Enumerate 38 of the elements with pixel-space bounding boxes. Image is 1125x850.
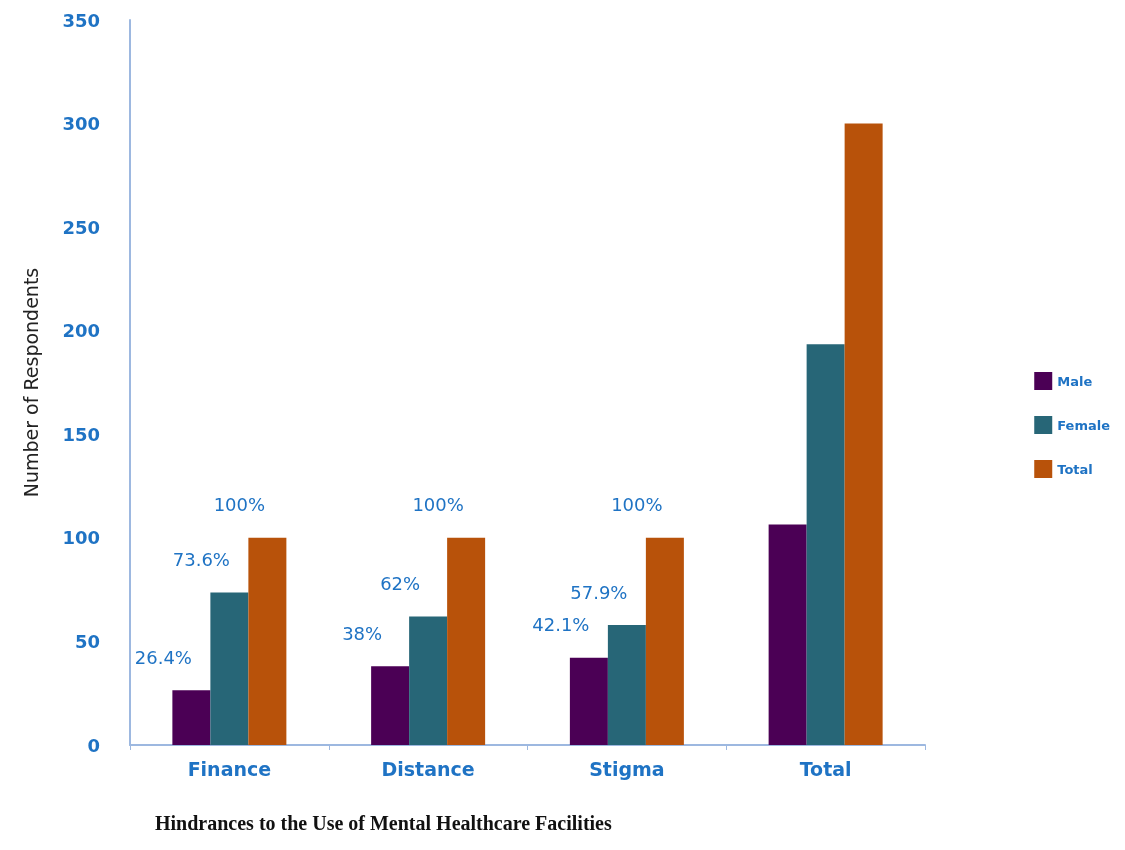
legend-label: Total	[1057, 461, 1093, 477]
legend-label: Male	[1057, 373, 1093, 389]
bar	[172, 690, 211, 745]
x-tick-label: Stigma	[589, 757, 665, 780]
y-tick-label: 250	[62, 216, 100, 238]
x-tick-label: Total	[799, 757, 852, 780]
bar	[210, 592, 249, 745]
data-label: 100%	[412, 494, 464, 516]
y-tick-label: 150	[62, 423, 100, 445]
bar	[607, 625, 646, 745]
bar	[844, 123, 883, 745]
data-label: 73.6%	[172, 549, 230, 571]
bar	[645, 537, 684, 745]
y-tick-label: 300	[62, 113, 100, 135]
bar	[447, 537, 486, 745]
bar	[806, 344, 845, 745]
x-tick-label: Finance	[187, 757, 272, 780]
data-label: 100%	[611, 494, 663, 516]
x-tick-label: Distance	[381, 757, 475, 780]
data-label: 42.1%	[532, 614, 590, 636]
data-label: 100%	[213, 494, 266, 516]
data-label: 57.9%	[570, 581, 628, 603]
bar	[409, 616, 448, 745]
data-label: 26.4%	[134, 646, 192, 668]
bar	[371, 666, 410, 745]
y-tick-label: 350	[62, 9, 100, 31]
y-axis-title: Number of Respondents	[19, 267, 42, 498]
y-tick-label: 200	[62, 320, 100, 342]
y-tick-label: 0	[87, 734, 100, 756]
data-label: 62%	[380, 573, 421, 595]
text: Hindrances to the Use of Mental Healthcare Facilities	[155, 812, 612, 834]
bar	[768, 524, 807, 745]
y-tick-label: 100	[62, 527, 100, 549]
y-tick-label: 50	[74, 630, 100, 652]
legend-label: Female	[1057, 417, 1111, 433]
bar	[248, 537, 287, 745]
data-label: 38%	[342, 622, 383, 644]
bar	[569, 657, 608, 745]
